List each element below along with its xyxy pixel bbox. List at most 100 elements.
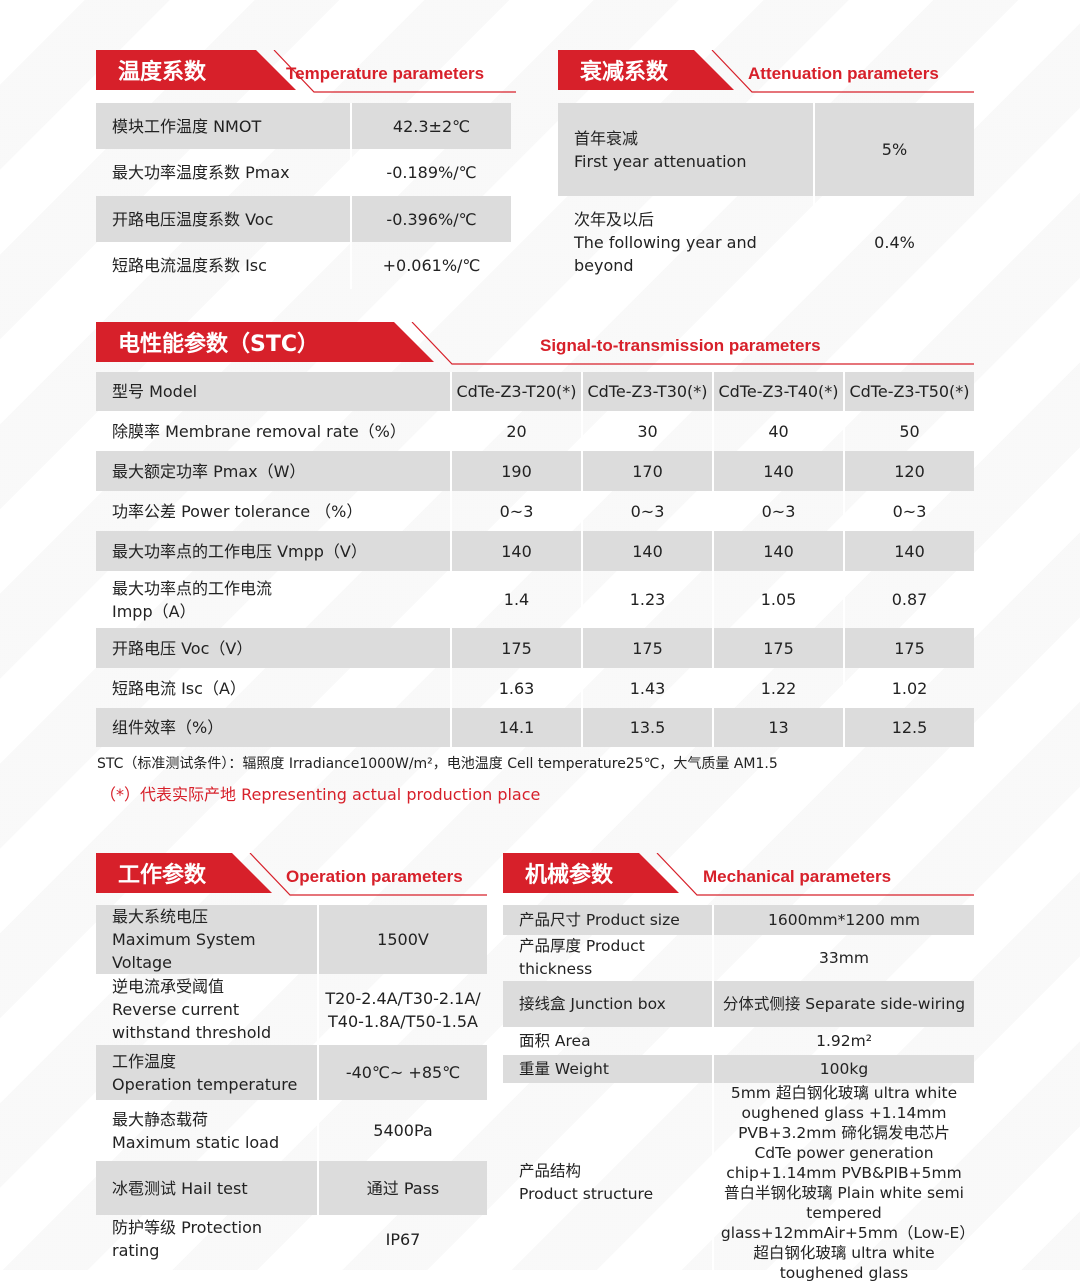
param-value: 140 (713, 451, 845, 491)
param-value: -0.396%/℃ (351, 196, 511, 242)
section-title-cn: 电性能参数（STC） (118, 332, 319, 357)
production-place-note: （*）代表实际产地 Representing actual production… (100, 785, 541, 804)
param-value: 0.4% (874, 233, 915, 252)
param-label: 产品结构 Product structure (503, 1083, 714, 1283)
param-value: 120 (844, 451, 974, 491)
param-value: 30 (582, 411, 714, 451)
section-title-cn: 机械参数 (525, 863, 614, 888)
param-value: 5mm 超白钢化玻璃 ultra white oughened glass +1… (720, 1084, 968, 1282)
table-row: 开路电压 Voc（V） 175 175 175 175 (96, 628, 974, 668)
table-row: 模块工作温度 NMOT 42.3±2℃ (96, 103, 511, 149)
param-value: 1.4 (451, 571, 583, 628)
param-value: 0~3 (582, 491, 714, 531)
table-row: 接线盒 Junction box 分体式侧接 Separate side-wiri… (503, 981, 974, 1027)
param-value: 33mm (819, 948, 869, 967)
param-label: 首年衰减 First year attenuation (558, 103, 815, 196)
param-value: 0~3 (451, 491, 583, 531)
param-value: 1.05 (713, 571, 845, 628)
table-row: 最大系统电压 Maximum System Voltage 1500V (96, 905, 487, 974)
param-label: 开路电压温度系数 Voc (96, 196, 352, 242)
param-label: 功率公差 Power tolerance （%） (96, 491, 452, 531)
table-row: 逆电流承受阈值 Reverse current withstand thresh… (96, 974, 487, 1045)
table-row: 首年衰减 First year attenuation 5% (558, 103, 974, 196)
param-value: 0~3 (892, 501, 927, 521)
section-title-en: Temperature parameters (286, 64, 485, 83)
param-value: 1500V (318, 905, 487, 974)
param-label: 最大功率温度系数 Pmax (96, 149, 352, 196)
param-value: 175 (451, 628, 583, 668)
stc-table: 型号 Model CdTe-Z3-T20(*) CdTe-Z3-T30(*) CdTe… (96, 372, 974, 747)
table-row: 最大功率点的工作电压 Vmpp（V） 140 140 140 140 (96, 531, 974, 571)
param-value: 140 (582, 531, 714, 571)
attenuation-table: 首年衰减 First year attenuation 5% 次年及以后 The f… (558, 103, 974, 289)
param-value: 14.1 (451, 708, 583, 747)
param-value: CdTe-Z3-T50(*) (844, 372, 974, 411)
param-label: 最大系统电压 Maximum System Voltage (96, 905, 319, 974)
table-row: 短路电流 Isc（A） 1.63 1.43 1.22 1.02 (96, 668, 974, 708)
section-title-cn: 工作参数 (118, 863, 207, 888)
param-value: 175 (582, 628, 714, 668)
table-row: 型号 Model CdTe-Z3-T20(*) CdTe-Z3-T30(*) CdTe… (96, 372, 974, 411)
param-value: CdTe-Z3-T30(*) (582, 372, 714, 411)
operation-header: 工作参数 Operation parameters (96, 853, 487, 896)
param-value: +0.061%/℃ (382, 256, 481, 275)
param-value: -0.189%/℃ (386, 163, 477, 182)
table-row: 功率公差 Power tolerance （%） 0~3 0~3 0~3 0~3 (96, 491, 974, 531)
param-label: 组件效率（%） (96, 708, 452, 747)
param-label: 次年及以后 The following year and beyond (558, 196, 815, 289)
table-row: 最大功率点的工作电流 Impp（A） 1.4 1.23 1.05 0.87 (96, 571, 974, 628)
param-value: 分体式侧接 Separate side-wiring (713, 981, 974, 1027)
param-value: 5400Pa (373, 1121, 433, 1140)
param-value: 190 (451, 451, 583, 491)
param-label: 逆电流承受阈值 Reverse current withstand thresh… (96, 974, 319, 1045)
table-row: 产品尺寸 Product size 1600mm*1200 mm (503, 905, 974, 935)
param-value: 13 (713, 708, 845, 747)
header-banner-shape (96, 853, 487, 896)
param-value: 42.3±2℃ (351, 103, 511, 149)
param-value: CdTe-Z3-T40(*) (713, 372, 845, 411)
table-row: 最大静态载荷 Maximum static load 5400Pa (96, 1100, 487, 1161)
table-row: 重量 Weight 100kg (503, 1055, 974, 1083)
table-row: 最大额定功率 Pmax（W） 190 170 140 120 (96, 451, 974, 491)
table-row: 次年及以后 The following year and beyond 0.4% (558, 196, 974, 289)
header-banner-shape (96, 50, 516, 93)
section-title-cn: 衰减系数 (580, 60, 669, 85)
param-value: 0~3 (713, 491, 845, 531)
temperature-header: 温度系数 Temperature parameters (96, 50, 516, 93)
table-row: 产品厚度 Product thickness 33mm (503, 935, 974, 981)
param-label: 型号 Model (96, 372, 452, 411)
param-value: 1600mm*1200 mm (713, 905, 974, 935)
table-row: 组件效率（%） 14.1 13.5 13 12.5 (96, 708, 974, 747)
param-label: 接线盒 Junction box (503, 981, 714, 1027)
param-label: 工作温度 Operation temperature (96, 1045, 319, 1100)
param-value: 1.02 (891, 678, 928, 698)
table-row: 防护等级 Protection rating IP67 (96, 1215, 487, 1263)
section-title-cn: 温度系数 (118, 60, 207, 85)
param-label: 面积 Area (503, 1027, 714, 1055)
section-title-en: Attenuation parameters (748, 64, 939, 83)
table-row: 面积 Area 1.92m² (503, 1027, 974, 1055)
stc-header: 电性能参数（STC） Signal-to-transmission parame… (96, 322, 974, 365)
section-title-en: Mechanical parameters (703, 867, 892, 886)
param-label: 最大功率点的工作电压 Vmpp（V） (96, 531, 452, 571)
param-label: 产品尺寸 Product size (503, 905, 714, 935)
section-title-en: Operation parameters (286, 867, 463, 886)
param-value: 100kg (713, 1055, 974, 1083)
param-label: 除膜率 Membrane removal rate（%） (96, 411, 452, 451)
header-banner-shape (558, 50, 974, 93)
param-value: 175 (844, 628, 974, 668)
header-banner-shape (503, 853, 974, 896)
param-label: 开路电压 Voc（V） (96, 628, 452, 668)
param-value: 170 (582, 451, 714, 491)
param-value: 20 (451, 411, 583, 451)
operation-table: 最大系统电压 Maximum System Voltage 1500V 逆电流承受阈… (96, 905, 487, 1263)
param-label: 冰雹测试 Hail test (96, 1161, 319, 1215)
param-value: 1.43 (582, 668, 714, 708)
table-row: 工作温度 Operation temperature -40℃~ +85℃ (96, 1045, 487, 1100)
param-value: 1.63 (451, 668, 583, 708)
table-row: 除膜率 Membrane removal rate（%） 20 30 40 50 (96, 411, 974, 451)
param-value: 140 (451, 531, 583, 571)
param-value: 1.92m² (816, 1031, 872, 1050)
param-label: 产品厚度 Product thickness (503, 935, 714, 981)
mechanical-table: 产品尺寸 Product size 1600mm*1200 mm 产品厚度 Prod… (503, 905, 974, 1283)
